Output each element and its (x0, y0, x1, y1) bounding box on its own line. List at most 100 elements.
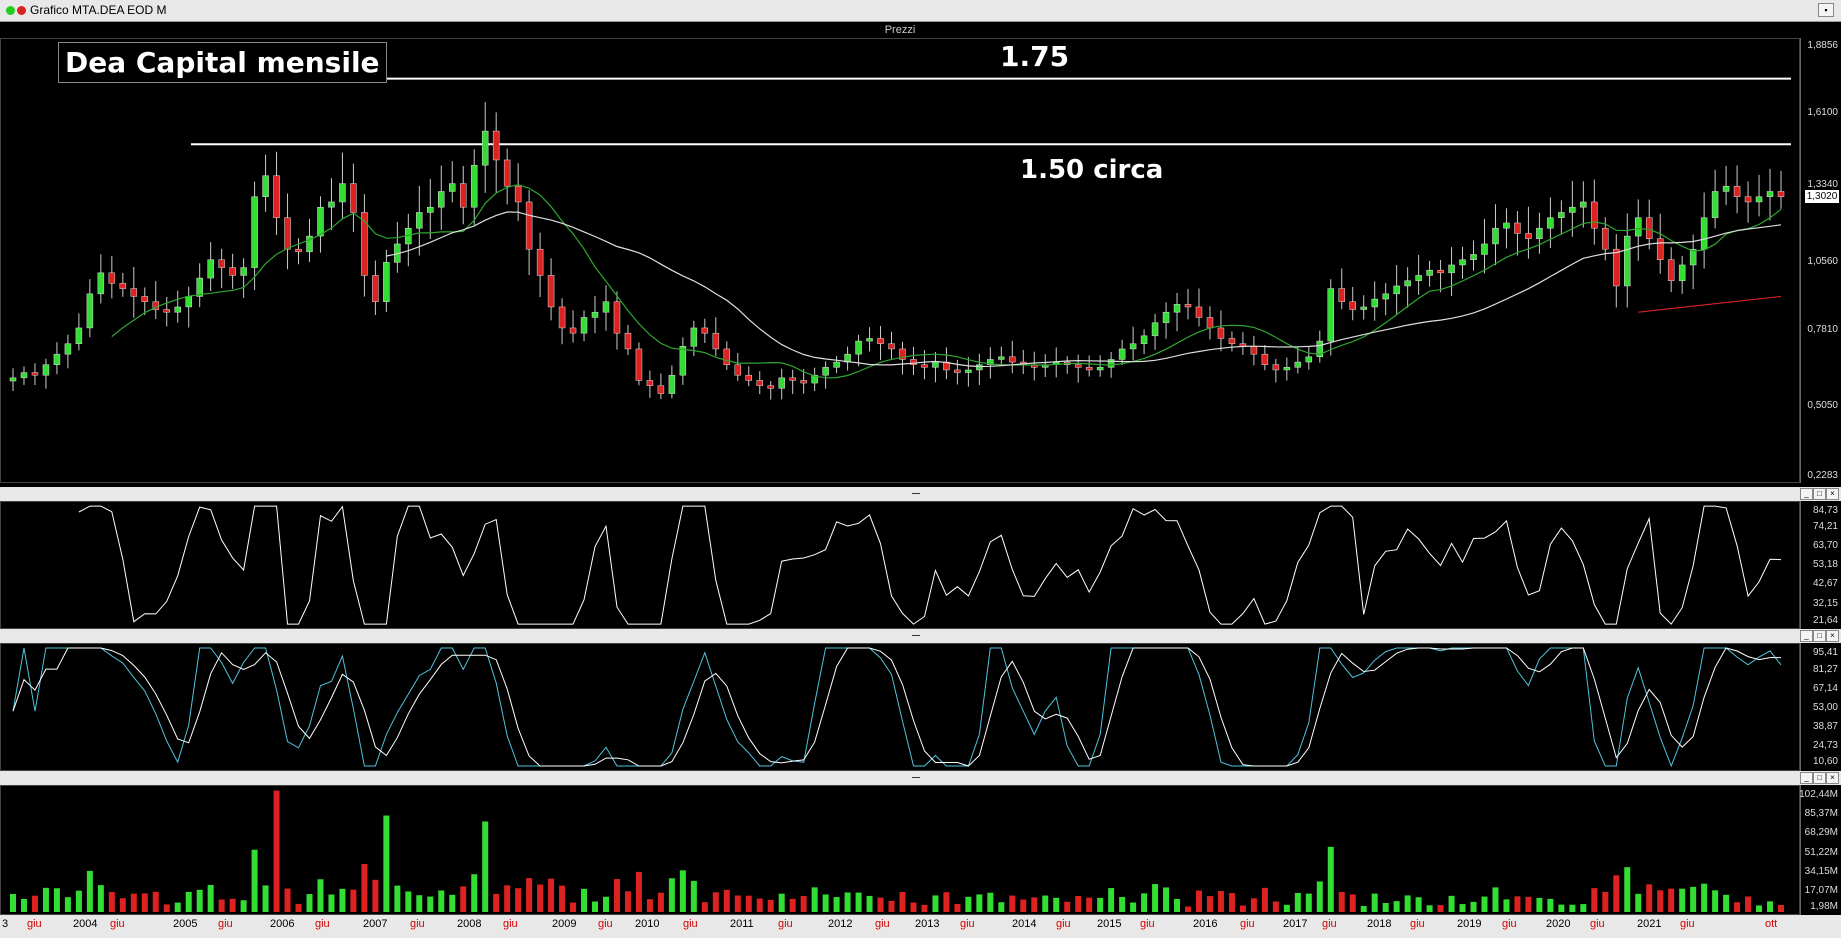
pane-splitter[interactable]: _ □ × (0, 771, 1841, 785)
pane-maximize-button[interactable]: □ (1813, 488, 1826, 500)
pane-minimize-button[interactable]: _ (1800, 772, 1813, 784)
time-axis-label: giu (410, 918, 425, 930)
time-axis-label: 3 (2, 918, 9, 930)
volume-chart[interactable] (1, 786, 1799, 914)
volume-bar-down (1250, 898, 1257, 912)
candle-up (196, 277, 203, 297)
candle-up (1558, 212, 1565, 218)
candle-up (591, 311, 599, 318)
candle-down (1349, 301, 1356, 310)
volume-bar-up (932, 895, 939, 912)
volume-bar-up (1097, 897, 1104, 912)
volume-bar-up (1547, 898, 1554, 912)
time-axis-label: giu (960, 918, 975, 930)
price-axis[interactable]: 1,8856 1,6100 1,3340 1,0560 0,7810 0,505… (1800, 38, 1841, 483)
volume-bar-up (416, 895, 423, 912)
candle-down (536, 248, 544, 276)
candle-down (1667, 259, 1675, 281)
volume-axis-label: 85,37M (1804, 808, 1838, 819)
splitter-grip-icon (912, 777, 920, 778)
pane-minimize-button[interactable]: _ (1800, 488, 1813, 500)
rsi-chart[interactable] (1, 502, 1799, 628)
candle-down (1777, 191, 1785, 197)
pane-close-button[interactable]: × (1826, 630, 1839, 642)
stochastic-chart[interactable] (1, 644, 1799, 770)
price-axis-label: 0,2283 (1807, 470, 1838, 481)
volume-bar-up (97, 885, 104, 912)
candle-up (1700, 217, 1708, 250)
pane-close-button[interactable]: × (1826, 488, 1839, 500)
ma-long-line (1638, 295, 1782, 313)
rsi-axis[interactable]: 84,73 74,21 63,70 53,18 42,67 32,15 21,6… (1800, 501, 1841, 629)
rsi-pane[interactable] (0, 501, 1800, 629)
volume-bar-up (1130, 902, 1137, 912)
volume-bar-down (218, 899, 225, 912)
time-axis-label: giu (1322, 918, 1337, 930)
volume-bar-down (559, 885, 566, 912)
volume-bar-down (723, 889, 730, 912)
volume-bar-up (317, 879, 324, 912)
volume-bar-up (1580, 904, 1587, 912)
volume-bar-up (778, 893, 785, 912)
candle-up (1316, 340, 1324, 358)
stochastic-axis[interactable]: 95,41 81,27 67,14 53,00 38,87 24,73 10,6… (1800, 643, 1841, 771)
volume-bar-down (1195, 890, 1202, 912)
volume-bar-up (1459, 904, 1466, 912)
volume-pane[interactable] (0, 785, 1800, 915)
candle-down (459, 183, 467, 208)
candle-down (646, 380, 654, 386)
time-axis-label: giu (218, 918, 233, 930)
pane-close-button[interactable]: × (1826, 772, 1839, 784)
volume-axis-label: 68,29M (1804, 827, 1838, 838)
time-axis[interactable]: 3 giu 2004 giu 2005 giu 2006 giu 2007 giu 2008 giu 2… (0, 915, 1841, 938)
candle-up (855, 340, 862, 355)
pane-maximize-button[interactable]: □ (1813, 630, 1826, 642)
volume-bar-down (31, 895, 38, 912)
volume-bar-down (163, 904, 170, 912)
candle-up (416, 212, 423, 229)
candle-down (635, 348, 643, 381)
volume-bar-down (526, 878, 533, 912)
volume-bar-down (493, 893, 500, 912)
candle-down (921, 364, 928, 368)
candle-up (987, 359, 994, 365)
candle-up (262, 175, 269, 197)
volume-bar-up (1327, 846, 1334, 912)
time-axis-label: giu (1140, 918, 1155, 930)
price-chart[interactable] (1, 39, 1799, 482)
volume-axis[interactable]: 102,44M 85,37M 68,29M 51,22M 34,15M 17,0… (1799, 785, 1841, 915)
volume-bar-up (1141, 893, 1148, 912)
time-axis-label: giu (875, 918, 890, 930)
time-axis-label: ott (1765, 918, 1778, 930)
volume-bar-up (1404, 895, 1411, 912)
time-axis-label: 2020 (1546, 918, 1571, 930)
time-axis-label: giu (503, 918, 518, 930)
candle-down (701, 327, 709, 334)
price-pane[interactable] (0, 38, 1800, 483)
candle-down (1514, 222, 1521, 234)
volume-bar-up (185, 891, 192, 912)
candle-up (1096, 367, 1104, 371)
volume-bar-up (1503, 899, 1510, 912)
pane-maximize-button[interactable]: □ (1813, 772, 1826, 784)
volume-bar-down (1228, 893, 1235, 912)
volume-bar-down (910, 902, 917, 912)
candle-up (185, 296, 192, 308)
volume-bar-up (998, 902, 1005, 912)
volume-bar-down (1031, 897, 1038, 912)
volume-bar-down (789, 898, 796, 912)
volume-bar-up (383, 815, 390, 912)
candle-down (492, 130, 500, 161)
pane-splitter[interactable]: _ □ × (0, 629, 1841, 643)
volume-bar-down (284, 888, 291, 912)
pane-minimize-button[interactable]: _ (1800, 630, 1813, 642)
volume-bar-up (1163, 887, 1170, 912)
stochastic-pane[interactable] (0, 643, 1800, 771)
volume-bar-up (1558, 904, 1565, 912)
candle-down (350, 183, 357, 213)
time-axis-label: giu (1590, 918, 1605, 930)
window-menu-button[interactable]: ▪ (1818, 3, 1834, 17)
candle-up (668, 374, 676, 394)
pane-splitter[interactable]: _ □ × (0, 487, 1841, 501)
volume-bar-up (306, 894, 313, 912)
